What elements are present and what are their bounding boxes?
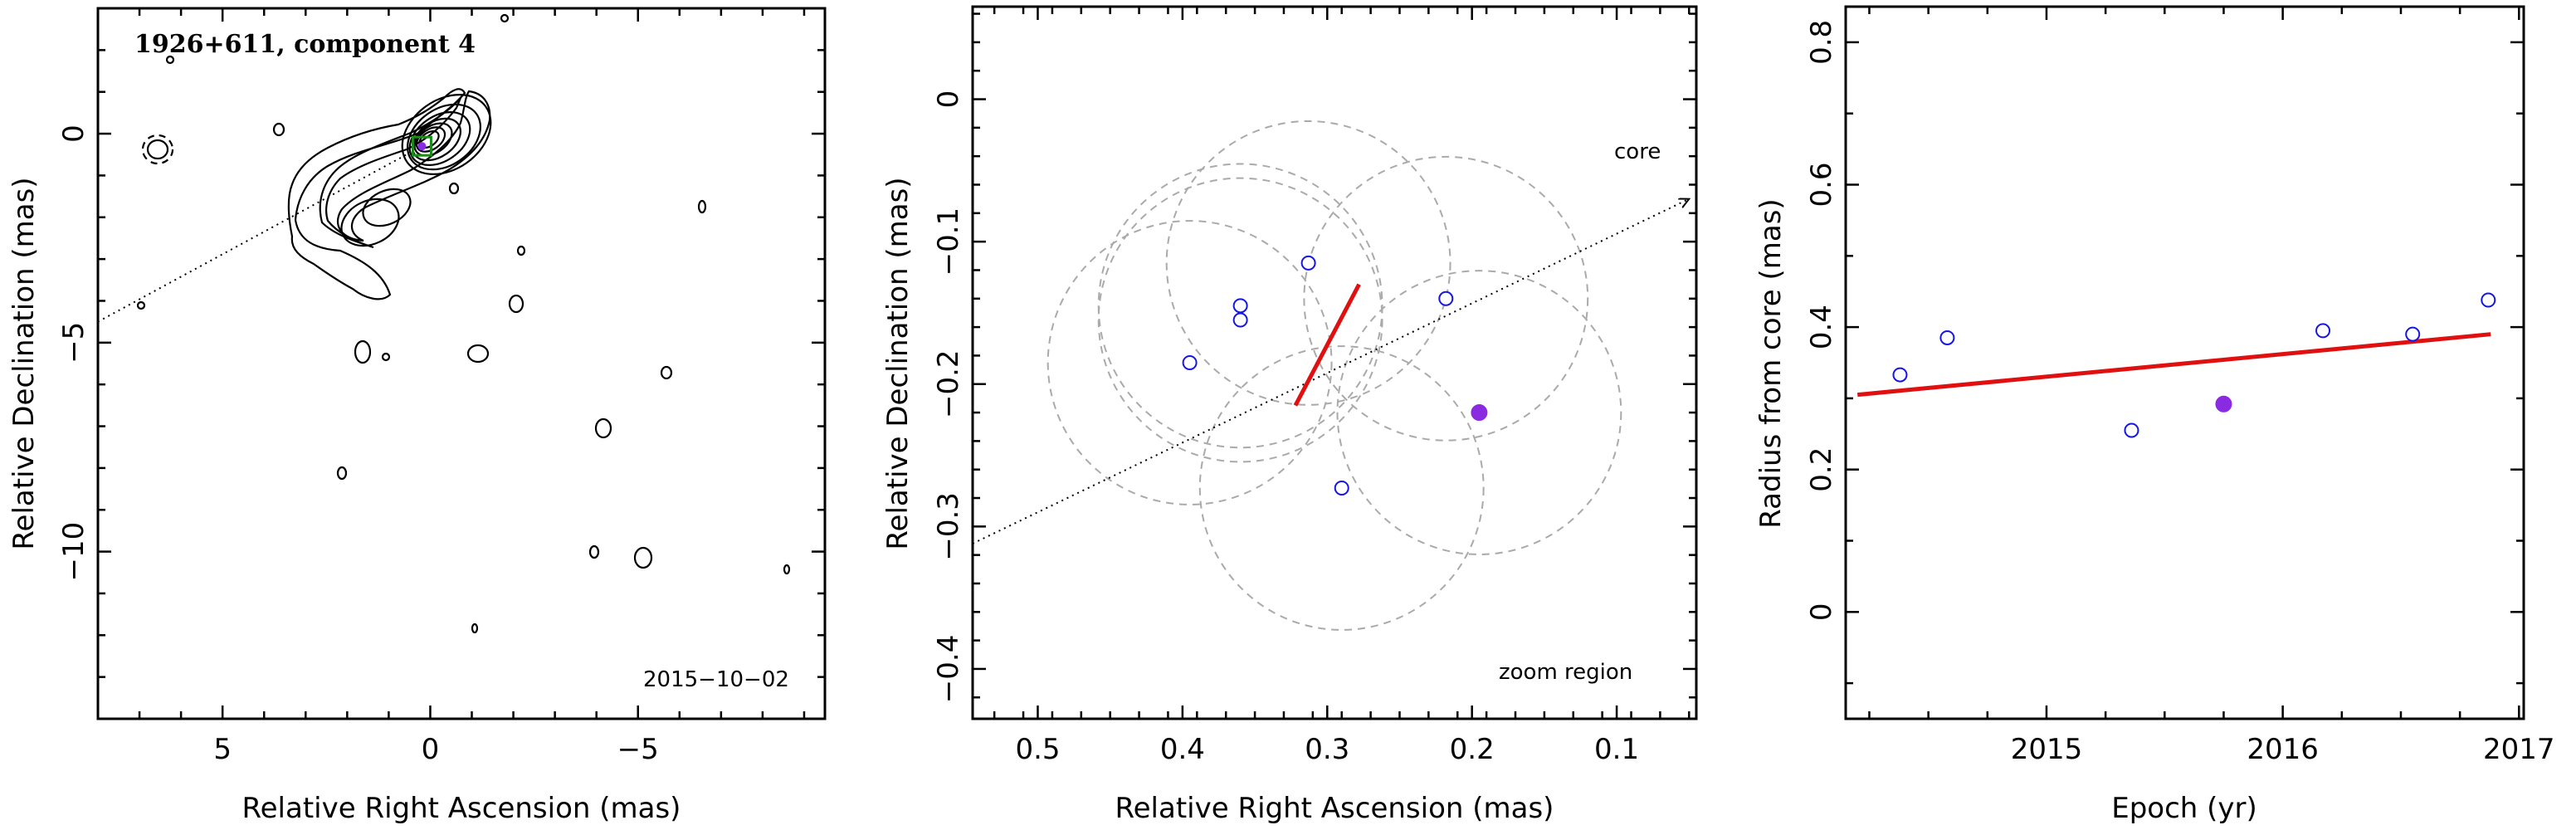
contour-map-x-label: Relative Right Ascension (mas) — [242, 792, 681, 825]
y-tick-label: 0.4 — [1805, 305, 1838, 349]
zoom-y-label: Relative Declination (mas) — [881, 177, 915, 549]
contour-map-panel: 5 0 −5 0 −5 −10 1926+611, component 4 2015−10… — [7, 7, 827, 825]
zoom-frame — [971, 5, 1698, 720]
component-point — [417, 142, 427, 151]
y-tick-label: 0.6 — [1805, 162, 1838, 207]
x-tick-label: 2017 — [2483, 733, 2555, 766]
x-tick-label: 0.1 — [1594, 733, 1639, 766]
radius-point — [1892, 367, 1908, 383]
y-tick-label: −0.2 — [932, 349, 965, 418]
x-tick-label: 0.2 — [1450, 733, 1495, 766]
radius-point — [1939, 330, 1955, 345]
error-circle — [1097, 163, 1383, 449]
epoch-annotation: 2015−10−02 — [643, 667, 789, 692]
x-tick-label: 0.4 — [1160, 733, 1205, 766]
y-tick-label: −5 — [57, 322, 90, 364]
radius-fit-line — [1856, 332, 2491, 398]
x-tick-label: 0 — [422, 733, 440, 766]
position-point — [1232, 312, 1248, 328]
component-box — [411, 135, 432, 157]
zoom-region-label: zoom region — [1499, 660, 1632, 685]
error-circle — [1046, 220, 1333, 505]
error-circle — [1303, 155, 1589, 442]
contour-map-y-label: Relative Declination (mas) — [7, 177, 41, 549]
radius-x-label: Epoch (yr) — [2111, 792, 2257, 825]
radius-marks — [1856, 292, 2496, 438]
error-circle — [1198, 345, 1485, 631]
jet-direction-line — [97, 145, 422, 323]
y-tick-label: −10 — [57, 522, 90, 582]
radius-point — [2405, 326, 2421, 342]
position-point — [1300, 255, 1316, 271]
motion-fit-segment — [1293, 283, 1361, 407]
position-point — [1182, 355, 1198, 370]
x-tick-label: 2016 — [2247, 733, 2319, 766]
core-direction-line — [972, 199, 1689, 544]
y-tick-label: −0.1 — [932, 208, 965, 276]
zoom-panel: 0.5 0.4 0.3 0.2 0.1 0 −0.1 −0.2 −0.3 −0.4 core zo… — [881, 5, 1698, 825]
current-radius-point — [2215, 395, 2232, 413]
radius-ticks: 2015 2016 2017 0 0.2 0.4 0.6 0.8 — [1805, 7, 2555, 766]
radius-point — [2481, 292, 2496, 308]
x-tick-label: 0.3 — [1305, 733, 1349, 766]
zoom-ticks: 0.5 0.4 0.3 0.2 0.1 0 −0.1 −0.2 −0.3 −0.4 — [932, 7, 1696, 766]
contour-lines — [136, 13, 791, 634]
error-circle — [1336, 270, 1622, 555]
y-tick-label: 0 — [1805, 603, 1838, 621]
position-point — [1232, 298, 1248, 314]
y-tick-label: −0.3 — [932, 492, 965, 561]
core-label: core — [1614, 139, 1661, 164]
contour-map-ticks: 5 0 −5 0 −5 −10 — [57, 7, 825, 766]
position-point — [1334, 481, 1349, 496]
x-tick-label: 2015 — [2011, 733, 2083, 766]
y-tick-label: 0.8 — [1805, 20, 1838, 65]
radius-y-label: Radius from core (mas) — [1754, 198, 1788, 528]
x-tick-label: 0.5 — [1015, 733, 1060, 766]
x-tick-label: −5 — [617, 733, 659, 766]
contour-map-title: 1926+611, component 4 — [134, 30, 476, 59]
position-point — [1438, 290, 1454, 306]
contour-map-marks — [97, 135, 432, 323]
error-circles — [1046, 120, 1622, 631]
radius-point — [2315, 323, 2331, 339]
y-tick-label: 0 — [57, 124, 90, 143]
current-position-point — [1471, 404, 1488, 422]
y-tick-label: −0.4 — [932, 635, 965, 704]
contour-map-frame — [96, 7, 827, 720]
zoom-marks — [972, 199, 1689, 544]
zoom-x-label: Relative Right Ascension (mas) — [1115, 792, 1554, 825]
y-tick-label: 0.2 — [1805, 447, 1838, 492]
error-circle — [1165, 120, 1451, 406]
y-tick-label: 0 — [932, 90, 965, 109]
radius-frame — [1844, 5, 2525, 720]
radius-panel: 2015 2016 2017 0 0.2 0.4 0.6 0.8 Epoch (yr) Rad… — [1754, 5, 2555, 825]
radius-point — [2124, 422, 2139, 438]
x-tick-label: 5 — [213, 733, 232, 766]
